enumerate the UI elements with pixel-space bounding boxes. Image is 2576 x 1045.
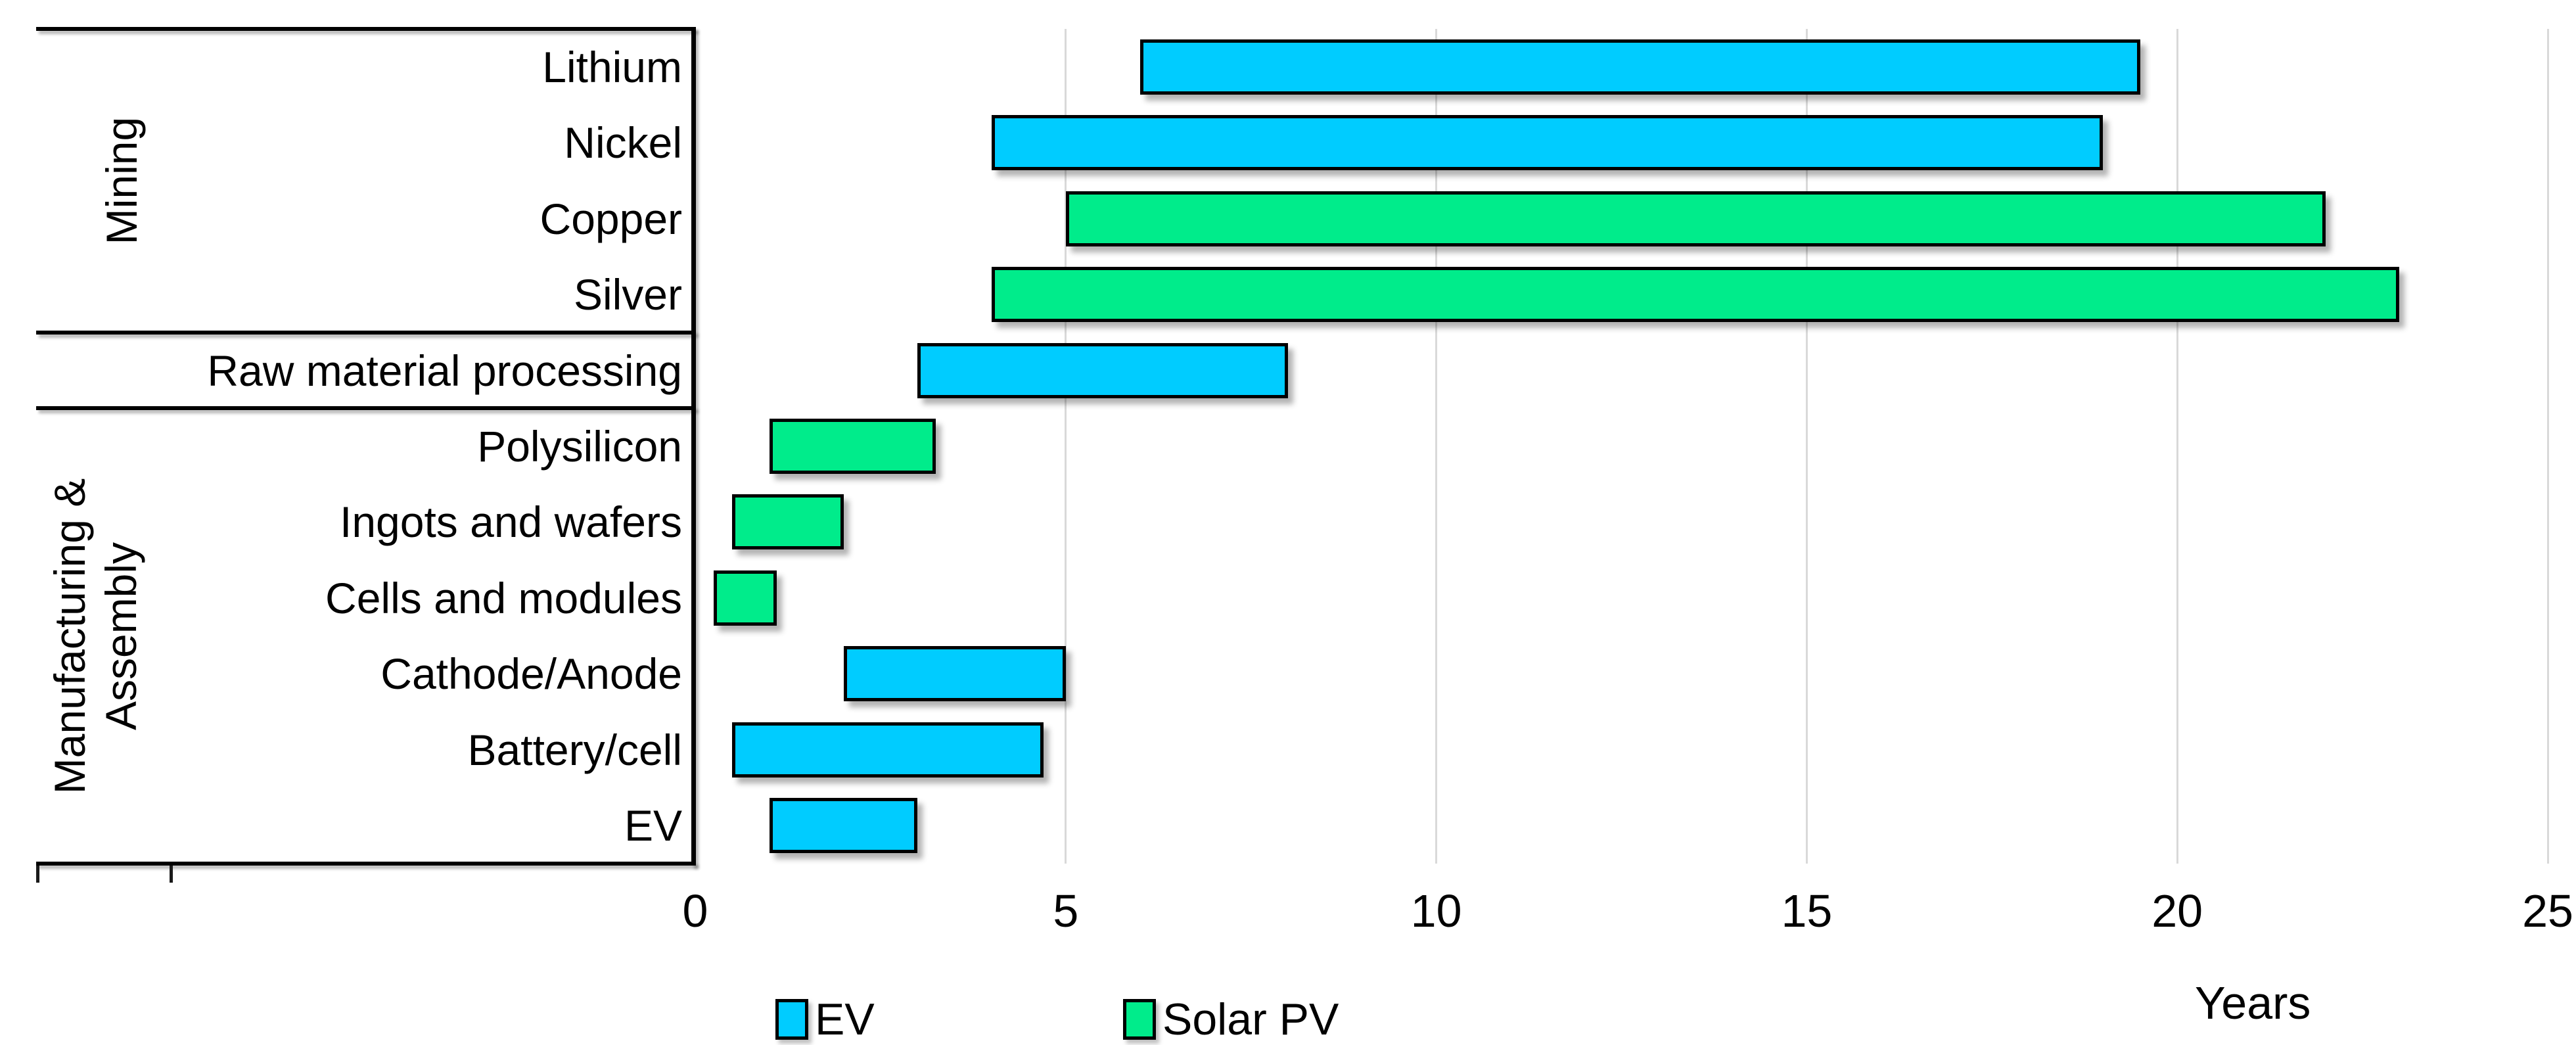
x-axis-title: Years: [2195, 977, 2311, 1029]
group-separator-line: [36, 330, 696, 335]
label-box-right-border: [691, 27, 696, 866]
bar-lithium: [1139, 39, 2140, 95]
bar-cells-and-modules: [714, 570, 777, 626]
group-label-mining: Mining: [97, 116, 146, 245]
category-label-battery-cell: Battery/cell: [467, 725, 682, 774]
bar-ingots-and-wafers: [732, 494, 844, 550]
gridline-20: [2176, 29, 2178, 864]
legend-swatch-solar-pv: [1123, 999, 1156, 1040]
bar-silver: [992, 267, 2400, 323]
bar-battery-cell: [732, 722, 1044, 778]
category-label-lithium: Lithium: [542, 42, 682, 91]
gridline-25: [2546, 29, 2549, 864]
category-label-cathode-anode: Cathode/Anode: [380, 649, 682, 699]
legend-label-ev: EV: [815, 994, 875, 1044]
x-tick-15: 15: [1781, 885, 1833, 937]
x-tick-0: 0: [682, 885, 708, 937]
category-label-cells-and-modules: Cells and modules: [325, 573, 682, 622]
x-tick-20: 20: [2151, 885, 2203, 937]
gridline-5: [1065, 29, 1067, 864]
label-box-bottom-line: [36, 862, 696, 866]
category-axis-tick-1: [170, 866, 173, 883]
group-label-manufacturing-assembly: Manufacturing & Assembly: [45, 478, 145, 794]
bar-cathode-anode: [843, 646, 1066, 702]
bar-ev: [769, 798, 918, 854]
legend-swatch-ev: [775, 999, 808, 1040]
category-label-silver: Silver: [573, 270, 682, 319]
category-label-nickel: Nickel: [564, 118, 682, 168]
category-axis-tick-0: [36, 866, 39, 883]
legend-label-solar-pv: Solar PV: [1162, 994, 1339, 1044]
x-tick-5: 5: [1053, 885, 1079, 937]
category-label-ev: EV: [624, 801, 682, 850]
legend-item-solar-pv: Solar PV: [1123, 994, 1339, 1045]
category-label-copper: Copper: [540, 194, 682, 243]
bar-nickel: [992, 115, 2104, 171]
x-tick-10: 10: [1410, 885, 1462, 937]
bar-raw-material-processing: [917, 342, 1289, 398]
bar-polysilicon: [769, 419, 936, 474]
x-tick-25: 25: [2522, 885, 2573, 937]
category-label-polysilicon: Polysilicon: [477, 421, 682, 471]
gridline-10: [1435, 29, 1438, 864]
category-label-ingots-and-wafers: Ingots and wafers: [340, 498, 682, 547]
bar-copper: [1065, 191, 2326, 246]
group-separator-line: [36, 406, 696, 411]
label-box-top-line: [36, 27, 696, 31]
legend-item-ev: EV: [775, 994, 875, 1045]
gridline-15: [1805, 29, 1808, 864]
category-label-raw-material-processing: Raw material processing: [207, 346, 682, 395]
